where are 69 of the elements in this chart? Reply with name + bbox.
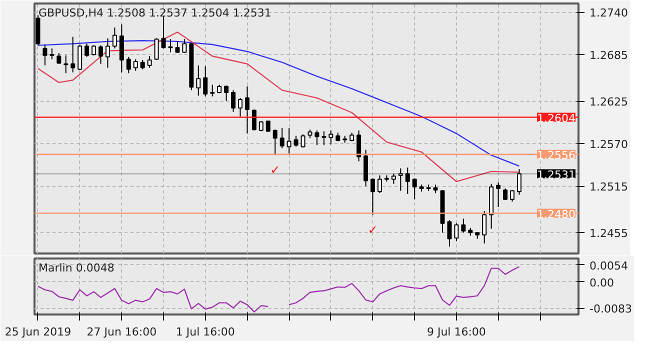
candlestick <box>244 86 250 134</box>
candlestick <box>238 97 242 118</box>
candlestick <box>398 168 403 192</box>
candlestick <box>42 44 48 66</box>
candlestick <box>231 90 236 112</box>
candlestick <box>210 84 215 97</box>
ref-line-label: 1.2556 <box>537 148 576 162</box>
y-tick-label: 0.00 <box>590 276 614 290</box>
candlestick <box>105 38 110 68</box>
candlestick <box>447 220 452 248</box>
candlestick <box>112 26 117 49</box>
candlestick <box>154 38 159 60</box>
candlestick <box>126 56 131 74</box>
candlestick <box>496 182 501 208</box>
candlestick <box>377 174 382 194</box>
candlestick <box>356 130 362 162</box>
candlestick <box>454 222 459 242</box>
candlestick <box>328 130 334 145</box>
candlestick <box>78 44 82 71</box>
candlestick <box>322 130 326 146</box>
y-tick-label: 1.2685 <box>590 49 628 62</box>
y-tick-label: 1.2515 <box>590 180 628 194</box>
y-tick-label: 1.2625 <box>590 96 628 109</box>
candlestick <box>370 178 375 216</box>
y-tick-label: 1.2455 <box>590 227 628 240</box>
y-tick-label: 1.2740 <box>590 6 628 20</box>
candlestick <box>196 64 201 96</box>
candlestick <box>516 168 522 196</box>
candlestick <box>84 43 90 58</box>
candlestick <box>461 218 466 234</box>
candlestick <box>314 130 320 146</box>
candlestick <box>391 173 396 184</box>
candlestick <box>252 109 256 131</box>
annotation: ✓ <box>368 222 378 237</box>
chart-title: Marlin 0.0048 <box>38 262 114 274</box>
candlestick <box>300 134 306 148</box>
candlestick <box>510 190 514 202</box>
candlestick <box>182 38 187 54</box>
ref-line-label: 1.2531 <box>537 168 576 182</box>
chart-title: GBPUSD,H4 1.2508 1.2537 1.2504 1.2531 <box>38 6 272 20</box>
candlestick <box>70 36 76 73</box>
ref-line-label: 1.2480 <box>537 208 576 221</box>
y-tick-label: -0.0083 <box>590 302 632 316</box>
category-label: 25 Jun 2019 <box>4 326 72 338</box>
y-tick-label: 1.2570 <box>590 138 628 152</box>
category-label: 9 Jul 16:00 <box>426 326 486 338</box>
candlestick <box>266 120 270 132</box>
category-label: 1 Jul 16:00 <box>176 326 235 338</box>
candlestick <box>140 60 145 70</box>
candlestick <box>203 66 208 97</box>
candlestick <box>286 128 292 154</box>
candlestick <box>405 167 410 194</box>
candlestick <box>147 56 152 68</box>
ref-line-label: 1.2604 <box>537 112 576 125</box>
candlestick <box>56 52 62 64</box>
candlestick <box>482 210 487 244</box>
category-label: 27 Jun 16:00 <box>86 326 157 338</box>
candlestick <box>50 48 54 60</box>
candlestick <box>119 24 124 73</box>
y-tick-label: 0.0054 <box>590 259 628 272</box>
candlestick <box>280 128 284 149</box>
candlestick <box>224 85 229 102</box>
candlestick <box>272 129 278 156</box>
candlestick <box>161 16 166 49</box>
annotation: ✓ <box>270 163 280 178</box>
candlestick <box>412 178 417 200</box>
candlestick <box>294 135 298 148</box>
candlestick <box>98 44 103 64</box>
candlestick <box>133 58 138 72</box>
